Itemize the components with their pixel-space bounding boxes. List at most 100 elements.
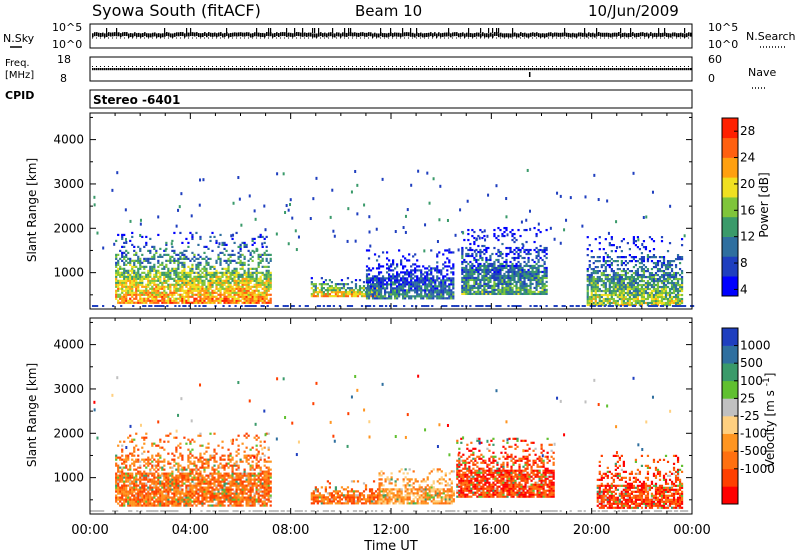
power-echo-cell: [367, 295, 371, 298]
power-echo-cell: [371, 277, 375, 280]
power-echo-cell: [421, 305, 424, 308]
nsky-mark: [352, 32, 354, 37]
power-echo-cell: [448, 248, 451, 252]
power-echo-cell: [373, 293, 377, 296]
power-echo-cell: [133, 281, 136, 284]
power-echo-cell: [537, 284, 540, 288]
power-echo-cell: [334, 289, 338, 292]
freq-mark: [112, 68, 114, 71]
power-echo-cell: [450, 283, 453, 286]
power-echo-cell: [225, 297, 228, 300]
power-echo-cell: [183, 257, 186, 260]
power-echo-cell: [237, 271, 240, 274]
power-echo-cell: [187, 245, 190, 249]
power-echo-cell: [207, 287, 210, 290]
power-echo-cell: [469, 266, 472, 270]
freq-mark: [396, 68, 398, 71]
power-echo-cell: [402, 279, 405, 282]
power-echo-cell: [239, 255, 242, 258]
power-echo-cell: [527, 278, 530, 282]
power-echo-cell: [259, 235, 262, 239]
power-echo-cell: [177, 265, 180, 268]
power-echo-cell: [618, 293, 621, 297]
freq-mark: [158, 68, 160, 71]
power-echo-cell: [225, 271, 228, 274]
power-echo-cell: [527, 274, 530, 278]
power-echo-cell: [644, 297, 648, 301]
power-echo-cell: [529, 270, 532, 274]
power-echo-cell: [428, 283, 431, 286]
power-echo-cell: [117, 301, 120, 304]
power-echo-cell: [125, 297, 128, 300]
nsky-mark: [528, 33, 530, 38]
power-echo-cell: [517, 288, 520, 292]
power-echo-cell: [177, 301, 180, 304]
power-echo-cell: [430, 273, 433, 276]
nave-mark: [560, 66, 561, 67]
power-echo-cell: [177, 281, 180, 284]
nave-mark: [196, 66, 197, 67]
power-echo-cell: [505, 197, 508, 201]
power-echo-cell: [650, 238, 654, 241]
power-echo-cell: [139, 265, 142, 268]
power-echo-cell: [537, 252, 540, 256]
power-echo-cell: [199, 279, 202, 282]
power-echo-cell: [622, 269, 625, 273]
freq-mark: [560, 68, 562, 71]
power-echo-cell: [157, 279, 160, 282]
power-echo-cell: [141, 271, 144, 274]
power-echo-cell: [251, 275, 254, 278]
power-echo-cell: [143, 299, 146, 302]
power-echo-cell: [253, 277, 256, 280]
power-echo-cell: [243, 269, 246, 272]
power-echo-cell: [173, 289, 176, 292]
power-echo-cell: [381, 297, 385, 300]
nsky-mark: [560, 32, 562, 37]
power-echo-cell: [117, 261, 120, 264]
nave-mark: [520, 66, 521, 67]
power-echo-cell: [539, 280, 542, 284]
noise-spike: [684, 28, 686, 33]
power-echo-cell: [169, 261, 172, 264]
power-echo-cell: [511, 274, 514, 278]
power-echo-cell: [362, 281, 366, 284]
freq-mark: [386, 68, 388, 71]
power-echo-cell: [217, 279, 220, 282]
power-echo-cell: [517, 260, 520, 264]
nave-mark: [596, 66, 597, 67]
power-echo-cell: [467, 270, 470, 274]
power-echo-cell: [185, 293, 188, 296]
power-echo-cell: [388, 305, 392, 308]
power-echo-cell: [467, 280, 470, 284]
nsky-mark: [138, 32, 140, 37]
freq-mark: [652, 68, 654, 71]
power-echo-cell: [131, 267, 134, 270]
power-echo-cell: [381, 251, 385, 254]
power-echo-cell: [479, 254, 482, 258]
power-echo-cell: [501, 264, 504, 268]
freq-mark: [258, 68, 260, 71]
nsearch-mark: [212, 37, 213, 39]
power-echo-cell: [255, 287, 258, 290]
power-echo-cell: [610, 263, 613, 267]
power-echo-cell: [233, 269, 236, 272]
nsky-mark: [404, 32, 406, 37]
power-echo-cell: [640, 258, 644, 261]
nsearch-mark: [208, 37, 209, 39]
power-echo-cell: [385, 251, 389, 254]
power-echo-cell: [477, 250, 480, 254]
power-echo-cell: [316, 291, 319, 294]
power-echo-cell: [505, 260, 508, 264]
power-echo-cell: [265, 281, 268, 284]
nsearch-mark: [420, 37, 421, 39]
power-echo-cell: [525, 248, 528, 252]
freq-mark: [614, 68, 616, 71]
power-echo-cell: [227, 269, 230, 272]
nsky-mark: [586, 33, 588, 38]
power-echo-cell: [598, 301, 601, 305]
power-echo-cell: [330, 287, 334, 290]
power-echo-cell: [372, 305, 376, 308]
power-echo-cell: [672, 281, 676, 285]
power-echo-cell: [594, 297, 597, 301]
power-echo-cell: [195, 265, 198, 268]
